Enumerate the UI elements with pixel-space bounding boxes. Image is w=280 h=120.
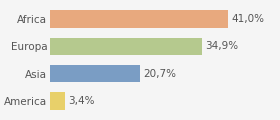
Text: 34,9%: 34,9% — [205, 41, 238, 51]
Bar — [50, 38, 202, 55]
Bar — [50, 10, 228, 28]
Text: 41,0%: 41,0% — [232, 14, 265, 24]
Bar — [50, 65, 140, 82]
Text: 20,7%: 20,7% — [143, 69, 176, 79]
Bar — [50, 92, 65, 110]
Text: 3,4%: 3,4% — [68, 96, 95, 106]
